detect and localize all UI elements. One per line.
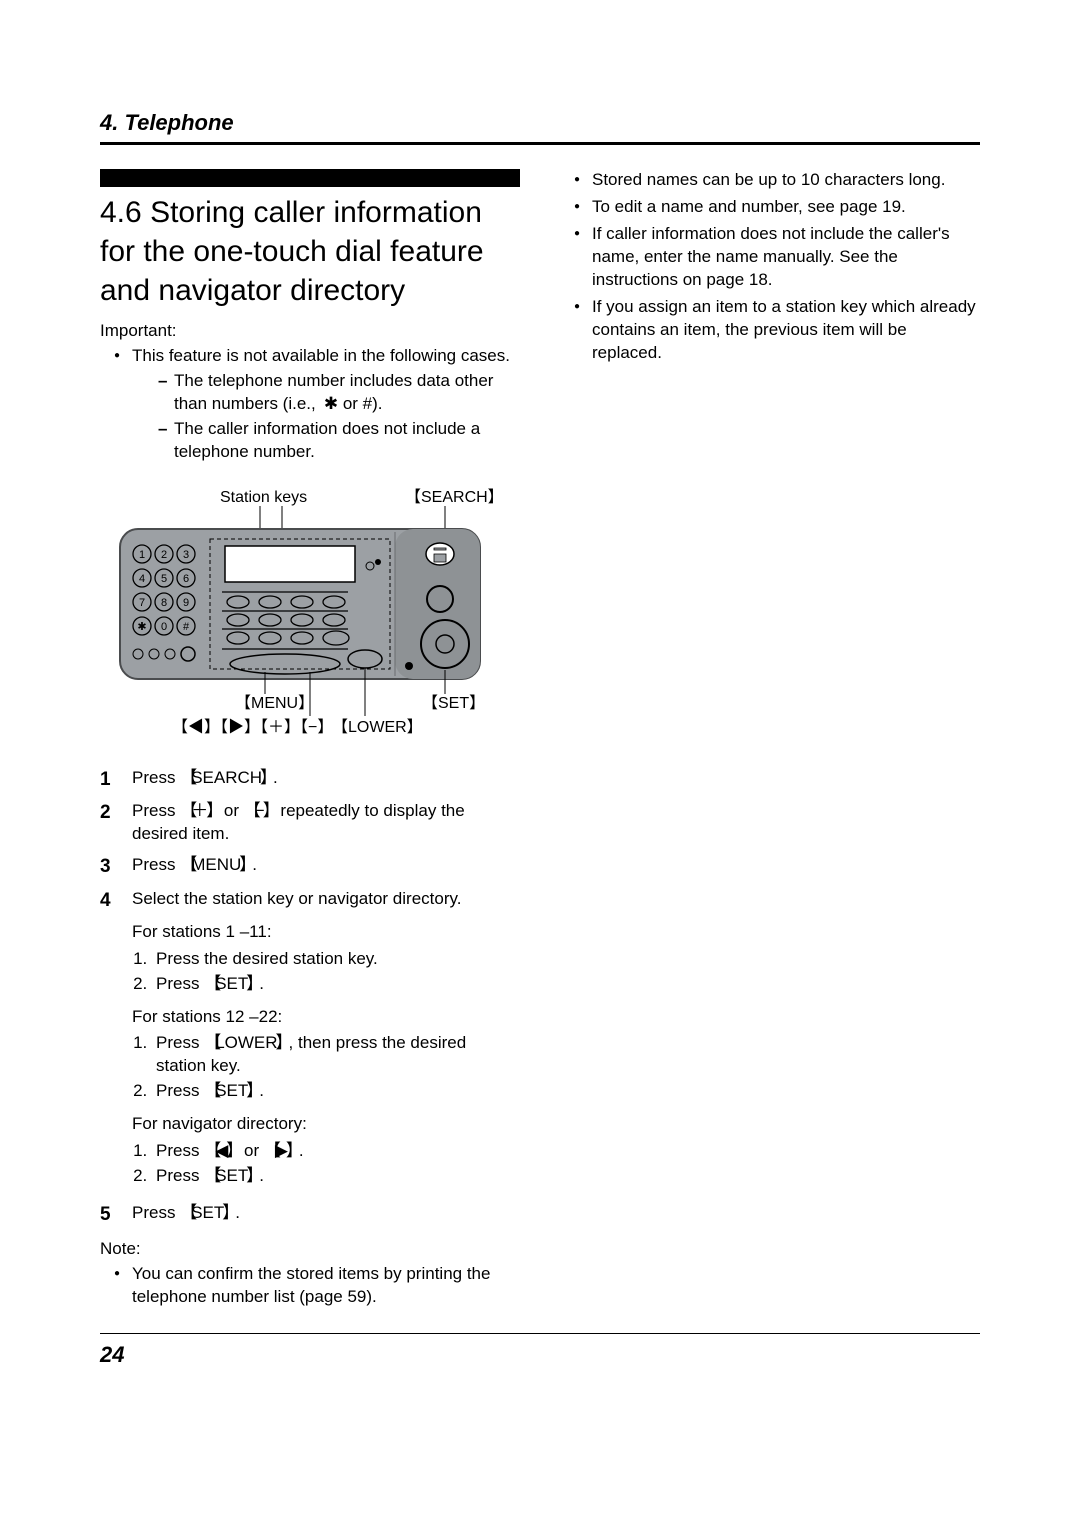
section-number: 4.6 <box>100 196 142 229</box>
btn-set: SET <box>180 1203 235 1222</box>
sub-list: Press ◀ or ▶. Press SET. <box>132 1140 520 1188</box>
sub-item: Press the desired station key. <box>152 948 520 971</box>
right-bullets: Stored names can be up to 10 characters … <box>560 169 980 365</box>
chapter-label: 4. Telephone <box>100 110 980 136</box>
group-head: For navigator directory: <box>132 1113 520 1136</box>
important-dashes: The telephone number includes data other… <box>132 370 520 464</box>
svg-text:3: 3 <box>183 549 189 561</box>
sub-item: Press SET. <box>152 1080 520 1103</box>
svg-text:#: # <box>183 621 190 633</box>
svg-text:9: 9 <box>183 597 189 609</box>
section-bar <box>100 169 520 187</box>
svg-text:1: 1 <box>139 549 145 561</box>
section-title: 4.6 Storing caller information for the o… <box>100 193 520 310</box>
important-block: Important: This feature is not available… <box>100 320 520 464</box>
svg-text:4: 4 <box>139 573 145 585</box>
important-label: Important: <box>100 320 520 343</box>
svg-text:【LOWER】: 【LOWER】 <box>332 719 423 736</box>
svg-text:【MENU】: 【MENU】 <box>235 695 314 712</box>
dash-item: The telephone number includes data other… <box>158 370 520 416</box>
footer-rule <box>100 1333 980 1334</box>
columns: 4.6 Storing caller information for the o… <box>100 169 980 1313</box>
list-item: To edit a name and number, see page 19. <box>578 196 980 219</box>
btn-plus: ＋ <box>180 801 219 820</box>
svg-text:5: 5 <box>161 573 167 585</box>
note-bullet: You can confirm the stored items by prin… <box>118 1263 520 1309</box>
right-column: Stored names can be up to 10 characters … <box>560 169 980 1313</box>
list-item: If caller information does not include t… <box>578 223 980 292</box>
dash-item: The caller information does not include … <box>158 418 520 464</box>
step: 4 Select the station key or navigator di… <box>100 888 520 1194</box>
btn-menu: MENU <box>180 855 252 874</box>
step: 5 Press SET. <box>100 1202 520 1228</box>
svg-text:【◀】【▶】【＋】【−】: 【◀】【▶】【＋】【−】 <box>172 718 333 736</box>
sub-item: Press LOWER, then press the desired stat… <box>152 1032 520 1078</box>
svg-text:0: 0 <box>161 621 167 633</box>
page: 4. Telephone 4.6 Storing caller informat… <box>0 0 1080 1428</box>
sub-item: Press SET. <box>152 973 520 996</box>
group-head: For stations 1 –11: <box>132 921 520 944</box>
btn-minus: − <box>244 801 276 820</box>
sub-list: Press the desired station key. Press SET… <box>132 948 520 996</box>
page-number: 24 <box>100 1342 980 1368</box>
note-bullets: You can confirm the stored items by prin… <box>100 1263 520 1309</box>
list-item: Stored names can be up to 10 characters … <box>578 169 980 192</box>
important-bullets: This feature is not available in the fol… <box>100 345 520 464</box>
section-heading: Storing caller information for the one-t… <box>100 196 484 307</box>
sub-list: Press LOWER, then press the desired stat… <box>132 1032 520 1103</box>
svg-text:7: 7 <box>139 597 145 609</box>
list-item: If you assign an item to a station key w… <box>578 296 980 365</box>
important-bullet: This feature is not available in the fol… <box>118 345 520 464</box>
svg-text:✱: ✱ <box>137 621 146 633</box>
svg-text:2: 2 <box>161 549 167 561</box>
header-rule <box>100 142 980 145</box>
device-figure: Station keys 【SEARCH】 1 2 3 4 <box>100 484 520 749</box>
sub-item: Press SET. <box>152 1165 520 1188</box>
btn-search: SEARCH <box>180 768 273 787</box>
note-block: Note: You can confirm the stored items b… <box>100 1238 520 1309</box>
label-station-keys: Station keys <box>220 489 307 506</box>
steps-list: 1 Press SEARCH. 2 Press ＋ or − repeatedl… <box>100 767 520 1228</box>
note-label: Note: <box>100 1238 520 1261</box>
device-svg: Station keys 【SEARCH】 1 2 3 4 <box>110 484 510 744</box>
step: 3 Press MENU. <box>100 854 520 880</box>
sub-item: Press ◀ or ▶. <box>152 1140 520 1163</box>
left-column: 4.6 Storing caller information for the o… <box>100 169 520 1313</box>
group-head: For stations 12 –22: <box>132 1006 520 1029</box>
right-bullets-block: Stored names can be up to 10 characters … <box>560 169 980 365</box>
step: 1 Press SEARCH. <box>100 767 520 793</box>
svg-text:【SET】: 【SET】 <box>422 695 485 712</box>
label-search: 【SEARCH】 <box>405 489 504 506</box>
header: 4. Telephone <box>100 110 980 145</box>
svg-text:8: 8 <box>161 597 167 609</box>
step: 2 Press ＋ or − repeatedly to display the… <box>100 800 520 846</box>
svg-text:6: 6 <box>183 573 189 585</box>
